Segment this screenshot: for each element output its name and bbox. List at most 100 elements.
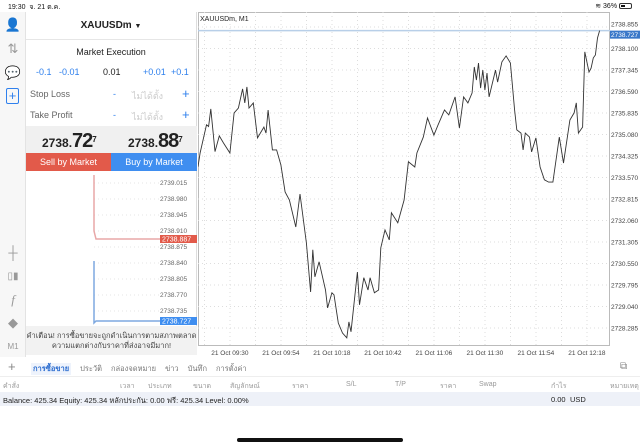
stop-loss-plus[interactable]: + — [182, 86, 190, 101]
y-tick-label: 2732.815 — [611, 197, 638, 204]
x-tick-label: 21 Oct 10:18 — [313, 350, 351, 357]
column-header[interactable]: เวลา — [120, 383, 135, 390]
layout-icon[interactable]: ⧉ — [620, 361, 628, 372]
warning-text: คำเตือน! การซื้อขายจะถูกดำเนินการตามสภาพ… — [26, 326, 197, 355]
timeframe-button[interactable]: M1 — [7, 342, 19, 351]
y-tick-label: 2735.080 — [611, 132, 638, 139]
price-box: 2738.727 2738.887 — [26, 126, 197, 153]
new-order-icon[interactable]: + — [6, 88, 19, 104]
objects-icon[interactable]: ◆ — [8, 315, 18, 330]
column-header[interactable]: กำไร — [551, 383, 567, 390]
account-icon[interactable]: 👤 — [4, 17, 22, 32]
chat-icon[interactable]: 💬 — [4, 65, 22, 80]
tab-settings[interactable]: การตั้งค่า — [216, 364, 247, 373]
currency: USD — [570, 395, 586, 404]
ask-price-marker-label: 2738.887 — [162, 237, 191, 244]
take-profit-minus[interactable]: - — [113, 110, 116, 120]
buy-by-market-button[interactable]: Buy by Market — [111, 153, 197, 171]
price-chart-svg[interactable]: XAUUSDm, M1 2738.855 2738.100 2737.345 2736… — [197, 12, 640, 358]
stop-loss-minus[interactable]: - — [113, 89, 116, 99]
column-header[interactable]: สัญลักษณ์ — [230, 383, 260, 390]
tab-history[interactable]: ประวัติ — [80, 364, 103, 373]
balance-summary: Balance: 425.34 Equity: 425.34 หลักประกั… — [3, 396, 249, 405]
price-chart[interactable]: XAUUSDm, M1 2738.855 2738.100 2737.345 2736… — [197, 12, 640, 358]
column-header[interactable]: ราคา — [292, 383, 309, 390]
tick-chart-svg: 2739.015 2738.980 2738.945 2738.910 2738.875… — [93, 175, 197, 326]
sell-by-market-button[interactable]: Sell by Market — [26, 153, 111, 171]
x-tick-label: 21 Oct 11:06 — [416, 350, 453, 357]
terminal-tabs: + การซื้อขาย ประวัติ กล่องจดหมาย ข่าว บั… — [0, 358, 640, 377]
tick-chart: 2739.015 2738.980 2738.945 2738.910 2738.875… — [26, 171, 197, 326]
status-right: ≋ 36% — [595, 2, 632, 10]
wifi-icon: ≋ — [595, 3, 602, 10]
tab-trade[interactable]: การซื้อขาย — [31, 363, 72, 375]
y-tick-label: 2736.590 — [611, 89, 638, 96]
current-price-label: 2738.727 — [611, 32, 638, 39]
total-profit: 0.00 — [551, 395, 566, 404]
tick-axis-label: 2738.910 — [160, 228, 187, 235]
take-profit-plus[interactable]: + — [182, 107, 190, 122]
column-header[interactable]: ประเภท — [148, 383, 172, 390]
column-header[interactable]: หมายเหตุ — [610, 383, 639, 390]
tick-axis-label: 2738.945 — [160, 212, 187, 219]
volume-minus-small[interactable]: -0.01 — [59, 67, 80, 77]
tick-axis-label: 2738.980 — [160, 196, 187, 203]
tick-axis-label: 2738.840 — [160, 260, 187, 267]
ask-price-marker — [160, 235, 197, 243]
ask-tick-line — [93, 175, 160, 240]
stop-loss-row: Stop Loss - ไม่ได้ตั้ง + — [26, 84, 196, 105]
home-indicator[interactable] — [237, 438, 403, 442]
column-header[interactable]: S/L — [346, 381, 357, 388]
y-tick-label: 2737.345 — [611, 68, 638, 75]
tab-news[interactable]: ข่าว — [165, 364, 179, 373]
column-header[interactable]: ราคา — [440, 383, 457, 390]
tab-row: การซื้อขาย ประวัติ กล่องจดหมาย ข่าว บันท… — [31, 363, 247, 375]
volume-row: -0.1 -0.01 0.01 +0.01 +0.1 — [26, 62, 196, 84]
column-header[interactable]: T/P — [395, 381, 406, 388]
x-tick-label: 21 Oct 09:54 — [262, 350, 300, 357]
crosshair-icon[interactable]: ┼ — [8, 245, 18, 260]
take-profit-input[interactable]: ไม่ได้ตั้ง — [132, 112, 164, 122]
chart-title: XAUUSDm, M1 — [200, 16, 249, 23]
y-tick-label: 2738.855 — [611, 22, 638, 29]
y-tick-label: 2729.795 — [611, 283, 638, 290]
trade-arrows-icon[interactable]: ⇅ — [7, 41, 19, 56]
column-header[interactable]: Swap — [479, 381, 497, 388]
execution-type[interactable]: Market Execution — [76, 47, 146, 57]
battery-icon — [619, 3, 632, 10]
y-tick-label: 2731.305 — [611, 240, 638, 247]
x-tick-label: 21 Oct 11:30 — [467, 350, 504, 357]
symbol-name: XAUUSDm — [80, 20, 132, 31]
date: จ. 21 ต.ค. — [29, 4, 61, 11]
tab-journal[interactable]: บันทึก — [187, 364, 208, 373]
y-tick-label: 2733.570 — [611, 175, 638, 182]
chart-type-icon[interactable]: ▯▮ — [7, 271, 19, 282]
tick-axis-label: 2739.015 — [160, 180, 187, 187]
add-icon[interactable]: + — [8, 359, 16, 374]
column-header[interactable]: คำสั่ง — [3, 383, 20, 390]
bid-price-marker — [160, 317, 197, 325]
y-tick-label: 2734.325 — [611, 154, 638, 161]
volume-plus-big[interactable]: +0.1 — [171, 67, 189, 77]
bid-price: 2738.727 — [42, 130, 97, 152]
plot-area — [198, 12, 610, 346]
terminal-panel: + การซื้อขาย ประวัติ กล่องจดหมาย ข่าว บั… — [0, 358, 640, 418]
indicators-icon[interactable]: f — [11, 292, 15, 307]
chevron-down-icon: ▼ — [134, 23, 142, 30]
battery-percent: 36% — [603, 3, 618, 10]
volume-input[interactable]: 0.01 — [103, 67, 121, 77]
volume-minus-big[interactable]: -0.1 — [36, 67, 52, 77]
x-tick-label: 21 Oct 09:30 — [211, 350, 249, 357]
ask-price: 2738.887 — [128, 130, 183, 152]
symbol-selector[interactable]: XAUUSDm ▼ — [26, 12, 196, 40]
y-tick-label: 2728.285 — [611, 326, 638, 333]
x-tick-label: 21 Oct 12:18 — [568, 350, 606, 357]
stop-loss-label: Stop Loss — [30, 89, 71, 99]
stop-loss-input[interactable]: ไม่ได้ตั้ง — [132, 91, 164, 101]
volume-plus-small[interactable]: +0.01 — [143, 67, 166, 77]
tab-mailbox[interactable]: กล่องจดหมาย — [111, 364, 157, 373]
bid-tick-line — [93, 261, 160, 325]
column-header[interactable]: ขนาด — [193, 383, 212, 390]
bid-price-marker-label: 2738.727 — [162, 319, 191, 326]
y-tick-label: 2732.060 — [611, 218, 638, 225]
